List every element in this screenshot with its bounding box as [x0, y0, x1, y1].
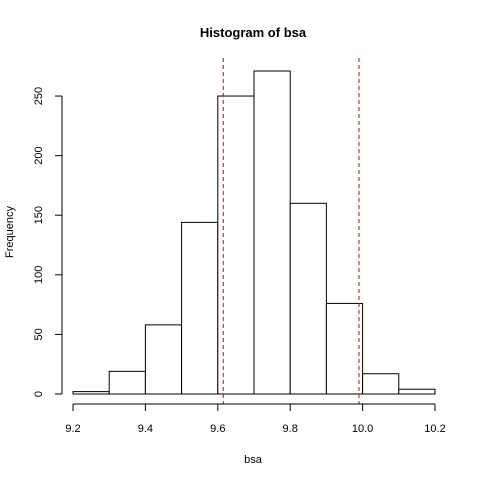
x-tick-label: 10.2 [424, 423, 445, 435]
histogram-bar-5 [217, 95, 255, 395]
y-tick-label: 0 [33, 391, 45, 397]
histogram-bar-6 [253, 70, 291, 395]
histogram-bar-4 [181, 221, 219, 395]
histogram-bar-3 [144, 324, 183, 395]
x-axis: 9.2 9.4 9.6 9.8 10.0 10.2 [65, 403, 446, 435]
y-tick-label: 100 [33, 266, 45, 284]
y-tick-label: 150 [33, 206, 45, 224]
histogram-bar-10 [398, 388, 436, 395]
histogram-bar-2 [108, 370, 146, 395]
x-axis-label: bsa [244, 454, 263, 466]
y-tick-label: 50 [33, 328, 45, 340]
bars-group [72, 70, 436, 395]
y-tick-label: 250 [33, 87, 45, 105]
x-tick-label: 9.2 [65, 423, 80, 435]
y-axis: 0 50 100 150 200 250 [33, 87, 63, 397]
reference-lines-group [222, 58, 360, 404]
x-tick-label: 10.0 [352, 423, 373, 435]
chart-title: Histogram of bsa [200, 25, 307, 40]
y-tick-label: 200 [33, 146, 45, 164]
x-tick-label: 9.4 [138, 423, 153, 435]
histogram-bar-1 [72, 391, 110, 395]
y-axis-label: Frequency [4, 206, 16, 258]
histogram-bar-7 [289, 202, 327, 395]
x-tick-label: 9.6 [210, 423, 225, 435]
x-tick-label: 9.8 [283, 423, 298, 435]
histogram-bar-8 [325, 302, 364, 395]
histogram-bar-9 [362, 373, 400, 395]
